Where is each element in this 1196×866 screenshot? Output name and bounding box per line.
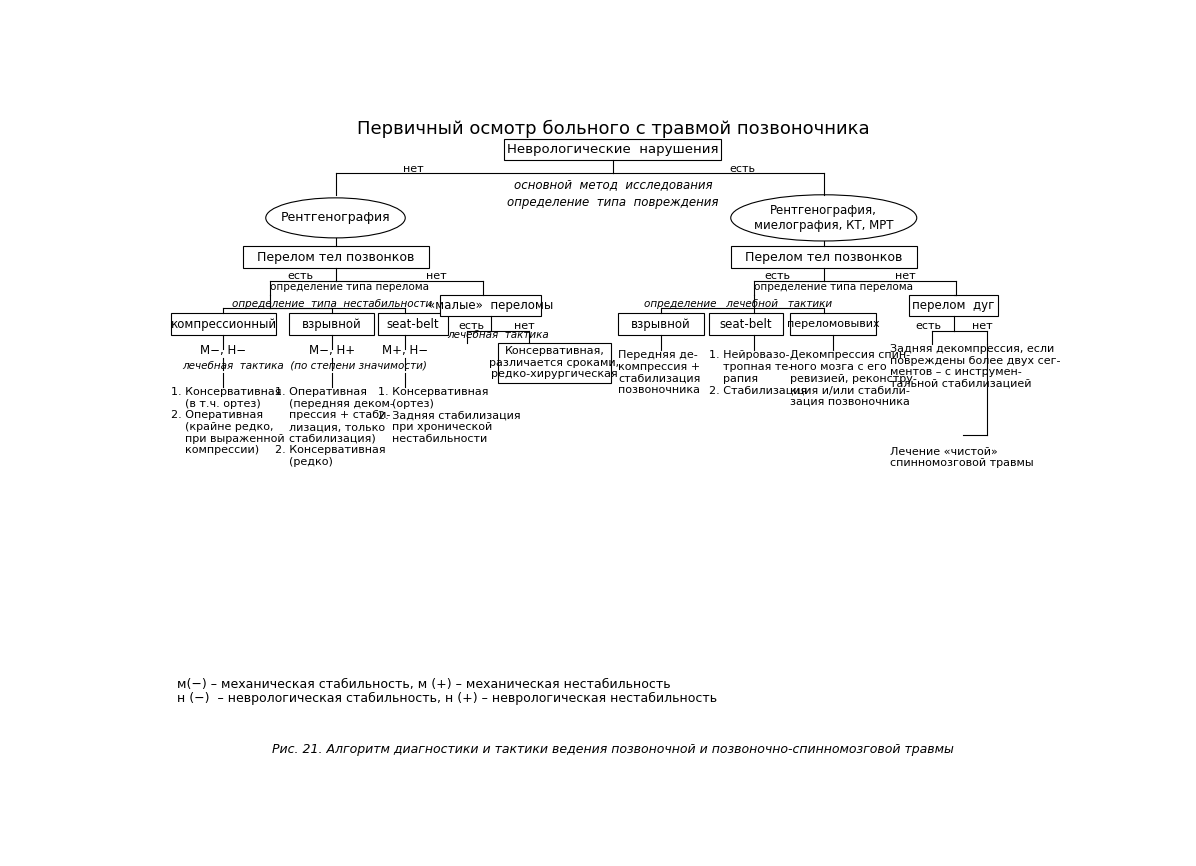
Text: нет: нет [972, 321, 993, 332]
Text: 1. Консервативная
    (ортез)
2. Задняя стабилизация
    при хронической
    нес: 1. Консервативная (ортез) 2. Задняя стаб… [378, 387, 520, 443]
Text: М−, Н+: М−, Н+ [309, 344, 355, 357]
Text: Рентгенография,
миелография, КТ, МРТ: Рентгенография, миелография, КТ, МРТ [753, 204, 893, 232]
Ellipse shape [266, 197, 405, 238]
Text: взрывной: взрывной [301, 318, 361, 331]
Text: М+, Н−: М+, Н− [383, 344, 428, 357]
FancyBboxPatch shape [618, 313, 703, 335]
FancyBboxPatch shape [731, 246, 917, 268]
Ellipse shape [731, 195, 917, 241]
Text: переломовывих: переломовывих [787, 320, 879, 329]
Text: перелом  дуг: перелом дуг [913, 299, 995, 312]
Text: Рис. 21. Алгоритм диагностики и тактики ведения позвоночной и позвоночно-спинном: Рис. 21. Алгоритм диагностики и тактики … [271, 743, 954, 756]
Text: Перелом тел позвонков: Перелом тел позвонков [745, 250, 903, 263]
Text: 1. Консервативная
    (в т.ч. ортез)
2. Оперативная
    (крайне редко,
    при в: 1. Консервативная (в т.ч. ортез) 2. Опер… [171, 387, 285, 456]
Text: 1. Нейровазо-
    тропная те-
    рапия
2. Стабилизация: 1. Нейровазо- тропная те- рапия 2. Стаби… [709, 351, 807, 395]
FancyBboxPatch shape [440, 295, 541, 316]
Text: Консервативная,
различается сроками,
редко-хирургическая: Консервативная, различается сроками, ред… [489, 346, 620, 379]
Text: seat-belt: seat-belt [720, 318, 773, 331]
Text: Рентгенография: Рентгенография [281, 211, 390, 224]
Text: лечебная  тактика: лечебная тактика [447, 330, 549, 340]
FancyBboxPatch shape [709, 313, 782, 335]
Text: Декомпрессия спин-
ного мозга с его
ревизией, реконстру-
кция и/или стабили-
зац: Декомпрессия спин- ного мозга с его реви… [791, 351, 917, 407]
Text: основной  метод  исследования: основной метод исследования [513, 178, 713, 191]
FancyBboxPatch shape [791, 313, 875, 335]
Text: лечебная  тактика  (по степени значимости): лечебная тактика (по степени значимости) [182, 361, 427, 371]
Text: определение  типа  нестабильности: определение типа нестабильности [232, 299, 432, 309]
Text: взрывной: взрывной [631, 318, 691, 331]
Text: определение   лечебной   тактики: определение лечебной тактики [645, 299, 832, 309]
FancyBboxPatch shape [378, 313, 447, 335]
FancyBboxPatch shape [505, 139, 721, 160]
Text: н (−)  – неврологическая стабильность, н (+) – неврологическая нестабильность: н (−) – неврологическая стабильность, н … [177, 692, 716, 705]
Text: м(−) – механическая стабильность, м (+) – механическая нестабильность: м(−) – механическая стабильность, м (+) … [177, 677, 670, 690]
Text: М−, Н−: М−, Н− [200, 344, 246, 357]
Text: 1. Оперативная
    (передняя деком-
    прессия + стаби-
    лизация, только
   : 1. Оперативная (передняя деком- прессия … [275, 387, 393, 467]
Text: Передняя де-
компрессия +
стабилизация
позвоночника: Передняя де- компрессия + стабилизация п… [618, 351, 701, 395]
Text: компрессионный: компрессионный [171, 318, 276, 331]
Text: определение типа перелома: определение типа перелома [753, 282, 913, 292]
Text: «малые»  переломы: «малые» переломы [428, 299, 553, 312]
Text: есть: есть [730, 165, 756, 174]
Text: нет: нет [513, 321, 535, 332]
Text: Лечение «чистой»
спинномозговой травмы: Лечение «чистой» спинномозговой травмы [890, 447, 1033, 469]
FancyBboxPatch shape [499, 343, 611, 383]
Text: есть: есть [915, 321, 941, 332]
Text: есть: есть [458, 321, 484, 332]
Text: есть: есть [287, 271, 313, 281]
FancyBboxPatch shape [909, 295, 999, 316]
Text: нет: нет [403, 165, 423, 174]
Text: Первичный осмотр больного с травмой позвоночника: Первичный осмотр больного с травмой позв… [356, 120, 869, 138]
FancyBboxPatch shape [171, 313, 276, 335]
FancyBboxPatch shape [243, 246, 428, 268]
Text: Неврологические  нарушения: Неврологические нарушения [507, 143, 719, 156]
Text: Задняя декомпрессия, если
повреждены более двух сег-
ментов – с инструмен-
тальн: Задняя декомпрессия, если повреждены бол… [890, 344, 1060, 389]
FancyBboxPatch shape [289, 313, 374, 335]
Text: Перелом тел позвонков: Перелом тел позвонков [257, 250, 414, 263]
Text: есть: есть [764, 271, 791, 281]
Text: seat-belt: seat-belt [386, 318, 439, 331]
Text: определение  типа  повреждения: определение типа повреждения [507, 196, 719, 209]
Text: нет: нет [426, 271, 446, 281]
Text: нет: нет [895, 271, 915, 281]
Text: определение типа перелома: определение типа перелома [269, 282, 428, 292]
